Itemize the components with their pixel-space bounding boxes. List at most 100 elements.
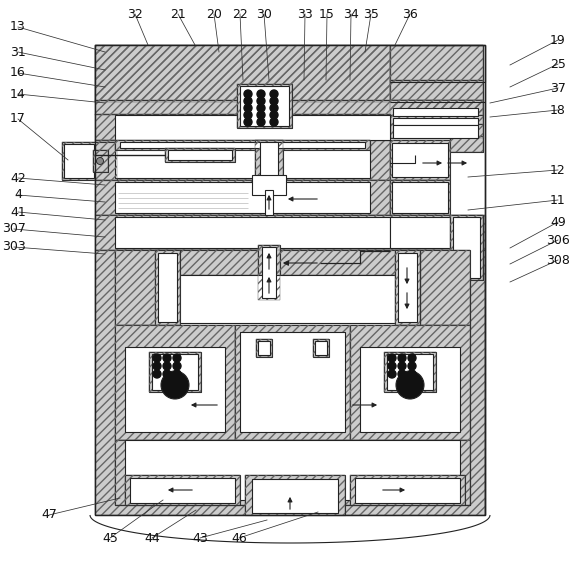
Text: 17: 17 (10, 112, 26, 125)
Polygon shape (95, 250, 485, 515)
Polygon shape (115, 250, 165, 325)
Polygon shape (95, 45, 390, 102)
Polygon shape (95, 140, 390, 180)
Text: 18: 18 (550, 104, 566, 116)
Polygon shape (390, 180, 450, 215)
Circle shape (408, 354, 416, 362)
Polygon shape (350, 325, 470, 440)
Polygon shape (95, 100, 483, 115)
Circle shape (244, 111, 252, 119)
Polygon shape (115, 250, 470, 505)
Text: 308: 308 (546, 254, 570, 267)
Polygon shape (395, 250, 420, 325)
Polygon shape (390, 80, 483, 102)
Circle shape (270, 118, 278, 126)
Text: 42: 42 (10, 172, 26, 185)
Circle shape (388, 354, 396, 362)
Polygon shape (260, 142, 278, 176)
Polygon shape (390, 45, 483, 82)
Text: 36: 36 (402, 7, 418, 21)
Polygon shape (240, 332, 345, 432)
Circle shape (270, 90, 278, 98)
Circle shape (270, 111, 278, 119)
Circle shape (398, 362, 406, 370)
Circle shape (244, 90, 252, 98)
Text: 30: 30 (256, 7, 272, 21)
Text: 15: 15 (319, 7, 335, 21)
Text: 12: 12 (550, 164, 566, 177)
Circle shape (396, 371, 424, 399)
Polygon shape (165, 275, 420, 323)
Polygon shape (450, 136, 483, 152)
Text: 47: 47 (41, 508, 57, 522)
Text: 16: 16 (10, 67, 26, 79)
Polygon shape (313, 339, 329, 357)
Text: 44: 44 (144, 531, 160, 544)
Text: 35: 35 (363, 7, 379, 21)
Polygon shape (95, 114, 390, 140)
Text: 13: 13 (10, 21, 26, 34)
Polygon shape (120, 142, 365, 148)
Circle shape (153, 354, 161, 362)
Circle shape (270, 104, 278, 112)
Polygon shape (165, 148, 235, 162)
Polygon shape (450, 215, 483, 280)
Polygon shape (392, 182, 448, 213)
Text: 49: 49 (550, 215, 566, 229)
Circle shape (257, 111, 265, 119)
Polygon shape (125, 475, 240, 505)
Polygon shape (262, 247, 276, 298)
Polygon shape (390, 217, 450, 248)
Polygon shape (393, 125, 478, 138)
Circle shape (408, 370, 416, 378)
Polygon shape (258, 341, 270, 355)
Polygon shape (149, 352, 201, 392)
Polygon shape (240, 86, 289, 126)
Polygon shape (393, 118, 478, 125)
Circle shape (173, 354, 181, 362)
Polygon shape (256, 339, 272, 357)
Text: 46: 46 (231, 531, 247, 544)
Polygon shape (95, 180, 390, 215)
Polygon shape (155, 250, 180, 325)
Polygon shape (115, 115, 390, 140)
Text: 303: 303 (2, 241, 26, 254)
Text: 306: 306 (546, 234, 570, 246)
Polygon shape (387, 354, 433, 390)
Text: 307: 307 (2, 222, 26, 235)
Polygon shape (393, 108, 478, 116)
Circle shape (408, 362, 416, 370)
Text: 21: 21 (170, 7, 186, 21)
Polygon shape (115, 182, 370, 213)
Circle shape (398, 354, 406, 362)
Polygon shape (130, 478, 235, 503)
Text: 41: 41 (10, 206, 26, 218)
Polygon shape (64, 144, 94, 178)
Polygon shape (168, 150, 232, 160)
Circle shape (244, 118, 252, 126)
Text: 31: 31 (10, 46, 26, 59)
Polygon shape (115, 140, 370, 150)
Circle shape (257, 118, 265, 126)
Circle shape (388, 370, 396, 378)
Polygon shape (453, 217, 480, 278)
Circle shape (270, 97, 278, 105)
Circle shape (163, 354, 171, 362)
Polygon shape (390, 140, 450, 180)
Polygon shape (245, 475, 345, 515)
Polygon shape (235, 325, 350, 440)
Polygon shape (258, 245, 280, 300)
Polygon shape (95, 45, 390, 102)
Text: 37: 37 (550, 82, 566, 95)
Polygon shape (125, 440, 460, 500)
Circle shape (257, 104, 265, 112)
Text: 45: 45 (102, 531, 118, 544)
Polygon shape (125, 347, 225, 432)
Circle shape (257, 97, 265, 105)
Circle shape (161, 371, 189, 399)
Circle shape (153, 362, 161, 370)
Circle shape (244, 97, 252, 105)
Polygon shape (315, 341, 327, 355)
Polygon shape (384, 352, 436, 392)
Polygon shape (420, 250, 470, 325)
